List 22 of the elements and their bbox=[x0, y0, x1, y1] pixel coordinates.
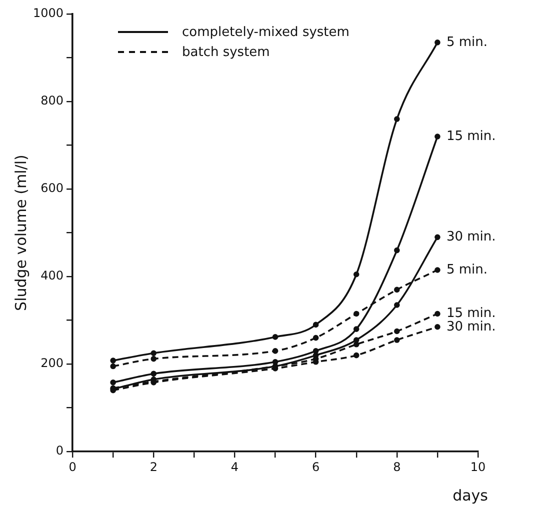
series-label: 15 min. bbox=[446, 306, 496, 322]
series-label: 30 min. bbox=[446, 230, 496, 245]
x-tick-label: 10 bbox=[470, 460, 486, 474]
series-label: 30 min. bbox=[446, 319, 496, 334]
x-tick-label: 6 bbox=[312, 460, 320, 474]
series-label: 5 min. bbox=[446, 262, 488, 278]
x-tick-label: 4 bbox=[230, 460, 239, 474]
y-tick-label: 1000 bbox=[32, 6, 64, 20]
x-tick-label: 0 bbox=[68, 460, 76, 474]
y-axis-title: Sludge volume (ml/l) bbox=[12, 154, 30, 311]
y-tick-label: 0 bbox=[56, 444, 64, 458]
annotation: batch system bbox=[182, 44, 270, 60]
y-tick-label: 400 bbox=[40, 268, 64, 283]
series-label: 5 min. bbox=[446, 34, 488, 50]
y-tick-label: 200 bbox=[40, 356, 64, 370]
x-tick-label: 2 bbox=[150, 460, 158, 474]
series-label: 15 min. bbox=[446, 128, 496, 144]
x-tick-label: 8 bbox=[393, 460, 401, 474]
y-tick-label: 800 bbox=[40, 94, 64, 108]
y-tick-label: 600 bbox=[40, 181, 64, 196]
annotation: completely-mixed system bbox=[182, 24, 350, 40]
x-axis-title: days bbox=[452, 486, 488, 504]
